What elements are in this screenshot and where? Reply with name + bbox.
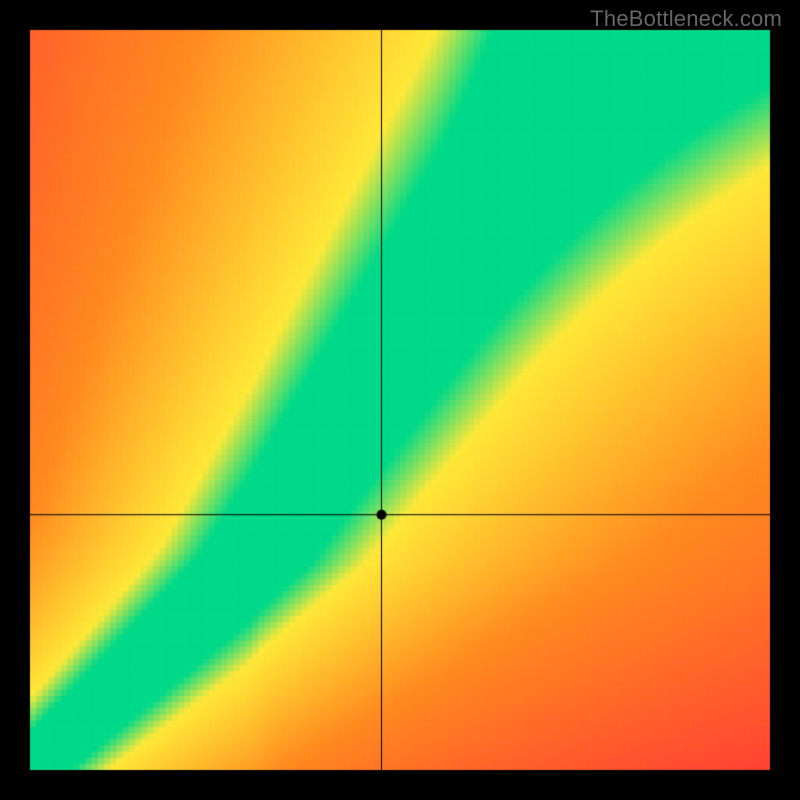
watermark-text: TheBottleneck.com [590, 6, 782, 32]
chart-container: TheBottleneck.com [0, 0, 800, 800]
bottleneck-heatmap-canvas [0, 0, 800, 800]
